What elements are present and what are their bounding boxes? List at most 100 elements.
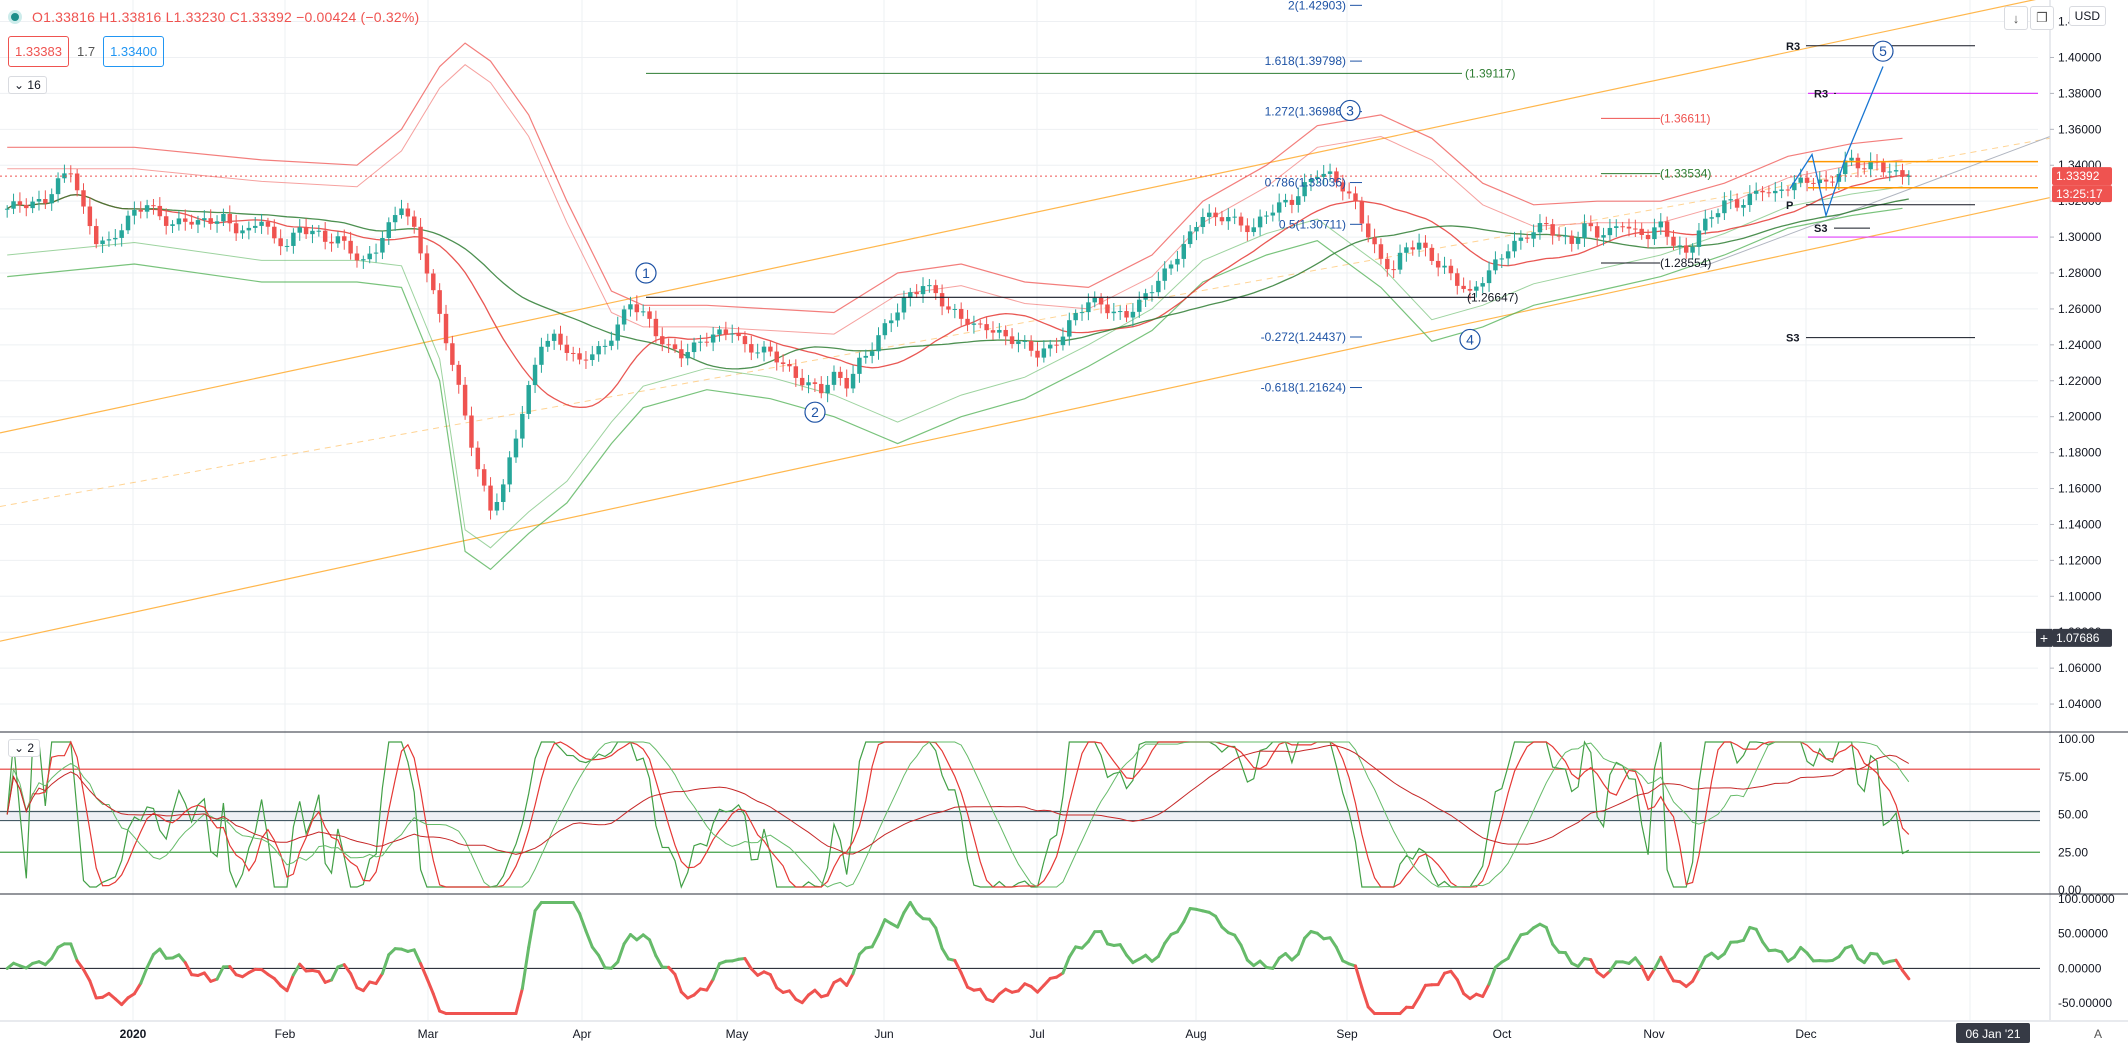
candle-body: [1734, 199, 1740, 208]
candle-body: [1779, 189, 1784, 191]
last-price-tag: [2052, 167, 2112, 186]
wave-marker-4: [1459, 328, 1481, 351]
buy-button[interactable]: 1.33400: [103, 36, 165, 67]
candle-body: [761, 346, 767, 353]
candle-body: [1143, 293, 1148, 300]
candle-body: [100, 240, 105, 245]
candle-body: [1747, 193, 1753, 206]
candle-body: [1461, 285, 1466, 289]
elliott-waves: 1 2 3 4 5: [635, 40, 1894, 423]
candle-body: [1321, 173, 1326, 177]
candle-body: [1798, 177, 1803, 183]
time-label: Mar: [418, 1027, 439, 1041]
candle-body: [984, 324, 989, 331]
time-label: Sep: [1336, 1027, 1358, 1041]
candle-body: [1486, 270, 1492, 284]
wave-label: 2: [811, 404, 819, 420]
candle-body: [1645, 234, 1651, 240]
candle-body: [81, 190, 86, 207]
momentum-segment: [749, 967, 760, 977]
candle-body: [895, 312, 900, 321]
currency-button[interactable]: USD: [2068, 6, 2106, 26]
candle-body: [717, 329, 722, 335]
date-tag: [1956, 1023, 2030, 1043]
candle-body: [1060, 336, 1066, 346]
time-label: Nov: [1643, 1027, 1664, 1041]
candle-body: [163, 216, 169, 226]
candle-body: [704, 341, 710, 343]
candle-body: [221, 213, 226, 222]
candle-body: [1442, 265, 1447, 268]
candle-body: [411, 216, 417, 227]
candle-body: [1715, 213, 1721, 218]
candle-body: [1849, 157, 1854, 161]
candle-body: [558, 333, 563, 345]
candle-body: [952, 308, 958, 310]
candle-body: [1881, 162, 1886, 173]
candle-body: [329, 241, 334, 244]
price-tick-label: 1.26000: [2058, 302, 2102, 316]
stoch-k-line: [6, 740, 1910, 889]
candle-body: [450, 343, 455, 365]
candle-body: [1664, 221, 1670, 237]
momentum-segment: [1754, 927, 1765, 944]
candle-body: [1493, 259, 1498, 271]
fib-label: 1.618(1.39798): [1265, 54, 1346, 68]
candle-body: [729, 333, 735, 335]
candle-body: [1124, 311, 1129, 318]
candle-body: [1047, 344, 1053, 349]
candle-body: [1206, 212, 1212, 217]
sell-button[interactable]: 1.33383: [8, 36, 69, 67]
candle-body: [787, 364, 792, 367]
candle-body: [291, 232, 296, 246]
candle-body: [1353, 193, 1358, 202]
candles: [4, 149, 1912, 520]
candle-body: [43, 199, 48, 204]
candle-body: [1264, 215, 1269, 217]
momentum-segment: [291, 962, 302, 977]
candle-body: [1041, 348, 1047, 358]
momentum-tick-label: 0.00000: [2058, 961, 2102, 975]
momentum-segment: [597, 953, 607, 970]
candle-body: [227, 213, 233, 224]
price-tick-label: 1.10000: [2058, 589, 2102, 603]
candle-body: [857, 357, 862, 374]
momentum-segment: [1233, 933, 1243, 947]
upper-bollinger-band: [7, 42, 1903, 314]
candle-body: [1130, 311, 1136, 318]
momentum-segment: [1061, 955, 1071, 975]
oscillator-toggle[interactable]: ⌄ 2: [8, 739, 41, 757]
momentum-segment: [1099, 929, 1109, 946]
stoch-slow-line: [6, 741, 1910, 888]
candle-body: [526, 385, 531, 414]
candle-body: [978, 323, 983, 325]
restore-icon[interactable]: ❐: [2030, 6, 2054, 30]
candle-body: [1028, 340, 1034, 351]
candle-body: [640, 311, 646, 313]
channel-lines: [0, 0, 2051, 642]
momentum-segment: [616, 942, 626, 964]
momentum-segment: [1481, 982, 1491, 999]
level-label: (1.36611): [1660, 111, 1710, 125]
momentum-segment: [419, 962, 429, 980]
spread-value: 1.7: [77, 44, 96, 59]
candle-body: [93, 226, 99, 245]
price-tick-label: 1.24000: [2058, 338, 2102, 352]
candle-body: [1365, 223, 1371, 238]
candle-body: [1175, 258, 1180, 265]
candle-body: [647, 311, 652, 319]
candle-body: [1563, 235, 1568, 237]
candle-body: [380, 238, 385, 253]
candle-body: [927, 285, 932, 287]
oscillator-count: 2: [27, 741, 35, 755]
candle-body: [1117, 311, 1123, 313]
time-label: Jul: [1029, 1027, 1044, 1041]
candle-body: [615, 324, 620, 341]
momentum-segment: [1163, 933, 1173, 945]
candle-body: [1594, 226, 1600, 238]
momentum-segment: [1608, 960, 1618, 973]
scroll-down-icon[interactable]: ↓: [2004, 6, 2028, 30]
main-indicators-toggle[interactable]: ⌄ 16: [8, 76, 47, 94]
candle-body: [1455, 273, 1460, 286]
